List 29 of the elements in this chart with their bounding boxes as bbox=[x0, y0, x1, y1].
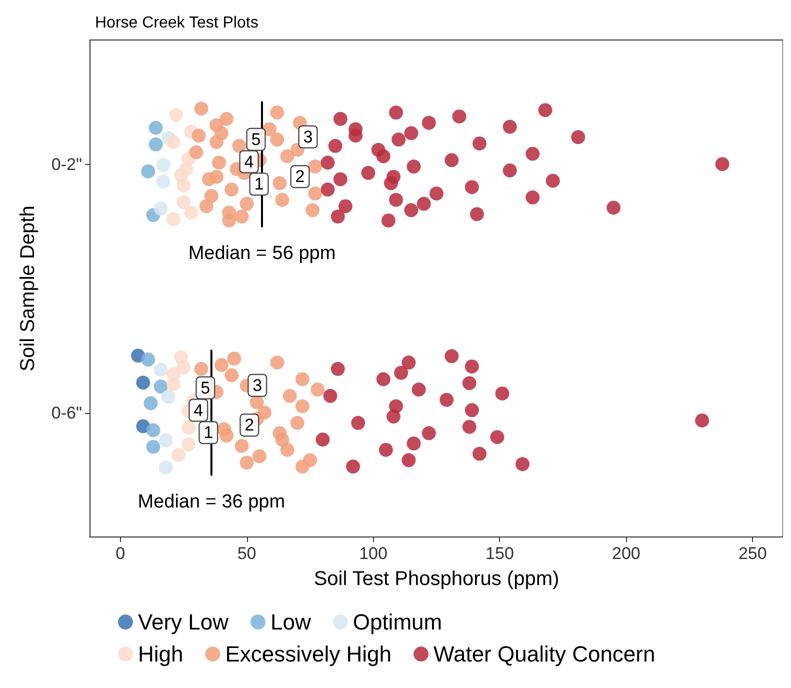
legend-label: High bbox=[138, 642, 184, 666]
y-tick-label: 0-2" bbox=[51, 154, 82, 174]
x-tick-label: 150 bbox=[486, 544, 514, 563]
annotation: 4 bbox=[244, 152, 254, 172]
annotation: 4 bbox=[194, 400, 204, 420]
chart-title: Horse Creek Test Plots bbox=[95, 14, 258, 32]
x-tick-label: 250 bbox=[738, 544, 767, 563]
annotation: 3 bbox=[252, 376, 262, 395]
annotation: 5 bbox=[251, 130, 261, 149]
x-tick-label: 0 bbox=[116, 544, 126, 563]
x-tick-label: 50 bbox=[237, 544, 256, 563]
annotation: 3 bbox=[303, 127, 313, 146]
x-tick-label: 200 bbox=[612, 544, 640, 563]
y-axis-title: Soil Sample Depth bbox=[17, 206, 39, 372]
annotation: 1 bbox=[254, 174, 264, 194]
legend-label: Water Quality Concern bbox=[434, 642, 656, 666]
legend-label: Low bbox=[270, 610, 311, 634]
legend-label: Optimum bbox=[352, 610, 442, 634]
ref-line-label: Median = 56 ppm bbox=[188, 243, 336, 264]
x-tick-label: 100 bbox=[359, 544, 388, 563]
legend-label: Excessively High bbox=[225, 642, 392, 666]
x-axis-title: Soil Test Phosphorus (ppm) bbox=[314, 568, 560, 590]
annotation: 2 bbox=[244, 416, 254, 435]
annotation: 2 bbox=[295, 167, 305, 186]
annotation: 5 bbox=[200, 378, 210, 398]
annotation: 1 bbox=[204, 423, 214, 442]
ref-line-label: Median = 36 ppm bbox=[138, 492, 286, 513]
legend-label: Very Low bbox=[138, 610, 229, 634]
y-tick-label: 0-6" bbox=[51, 403, 82, 422]
